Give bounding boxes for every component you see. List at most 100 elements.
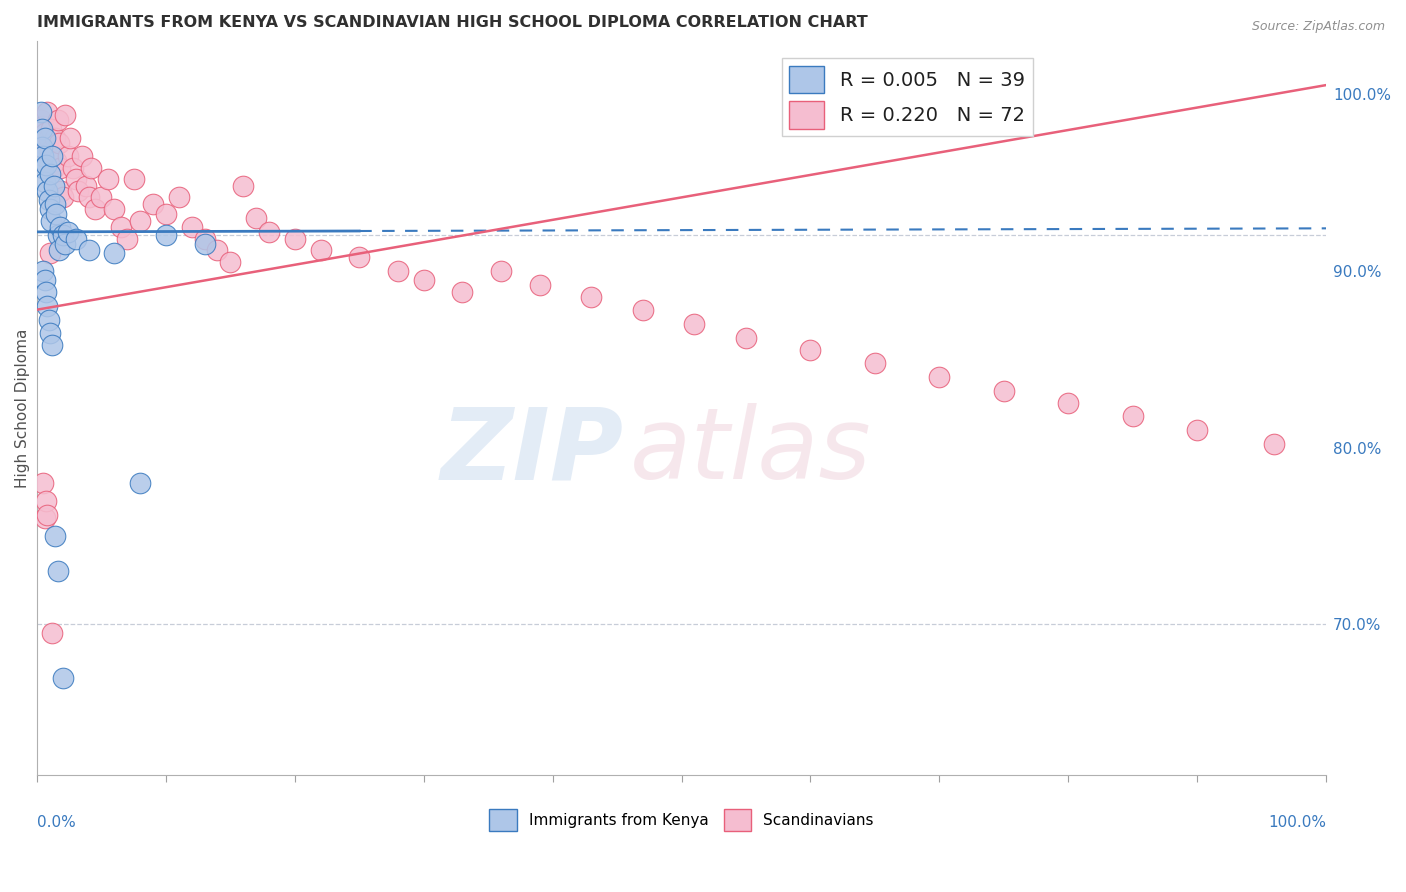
Point [35,158,58,172]
Point [53,108,76,122]
Point [347,250,370,264]
Point [38,144,60,158]
Point [193,237,215,252]
Point [77,189,100,203]
Point [1122,409,1144,423]
Point [284,232,307,246]
Point [142,196,165,211]
Point [59,131,82,145]
Point [90,189,112,203]
Point [928,370,950,384]
Point [56,149,79,163]
Point [735,331,758,345]
Point [37,184,59,198]
Point [451,285,474,299]
Point [34,131,56,145]
Legend: Immigrants from Kenya, Scandinavians: Immigrants from Kenya, Scandinavians [482,803,880,837]
Point [32,475,55,490]
Point [65,232,87,246]
Point [32,149,55,163]
Point [180,219,202,234]
Point [581,290,603,304]
Point [129,475,152,490]
Text: IMMIGRANTS FROM KENYA VS SCANDINAVIAN HIGH SCHOOL DIPLOMA CORRELATION CHART: IMMIGRANTS FROM KENYA VS SCANDINAVIAN HI… [37,15,868,30]
Point [52,671,75,685]
Point [30,104,52,119]
Point [35,144,58,158]
Point [80,161,103,176]
Text: 100.0%: 100.0% [1268,815,1326,830]
Point [38,167,60,181]
Point [84,202,107,216]
Point [103,246,125,260]
Point [67,184,90,198]
Point [30,113,52,128]
Point [41,149,63,163]
Point [32,264,55,278]
Point [489,264,512,278]
Point [993,384,1015,398]
Point [193,232,215,246]
Point [31,136,53,151]
Point [863,356,886,370]
Point [38,131,60,145]
Point [49,161,72,176]
Point [52,189,75,203]
Point [232,178,254,193]
Point [37,104,59,119]
Point [44,196,66,211]
Point [46,565,69,579]
Point [219,255,242,269]
Point [37,508,59,522]
Point [39,122,62,136]
Point [41,626,63,640]
Point [38,193,60,207]
Point [48,136,70,151]
Point [309,243,332,257]
Point [34,511,56,525]
Point [34,175,56,189]
Point [46,113,69,128]
Point [44,131,66,145]
Point [257,225,280,239]
Point [110,219,132,234]
Point [683,317,706,331]
Point [122,171,145,186]
Point [42,178,65,193]
Point [167,189,190,203]
Point [412,272,434,286]
Point [31,140,53,154]
Point [53,237,76,252]
Point [1263,437,1285,451]
Point [38,326,60,340]
Point [45,207,67,221]
Point [45,154,67,169]
Point [70,149,93,163]
Point [1185,423,1208,437]
Point [39,214,62,228]
Point [129,214,152,228]
Point [49,219,72,234]
Point [32,119,55,133]
Point [56,225,79,239]
Point [52,228,75,243]
Point [1057,396,1080,410]
Point [77,243,100,257]
Point [103,202,125,216]
Point [207,243,229,257]
Point [38,246,60,260]
Point [62,161,84,176]
Point [31,122,53,136]
Point [46,228,69,243]
Text: Source: ZipAtlas.com: Source: ZipAtlas.com [1251,20,1385,33]
Point [38,202,60,216]
Point [245,211,267,225]
Point [387,264,409,278]
Point [34,126,56,140]
Point [42,161,65,176]
Point [35,493,58,508]
Point [51,184,73,198]
Point [35,285,58,299]
Point [65,171,87,186]
Point [529,277,551,292]
